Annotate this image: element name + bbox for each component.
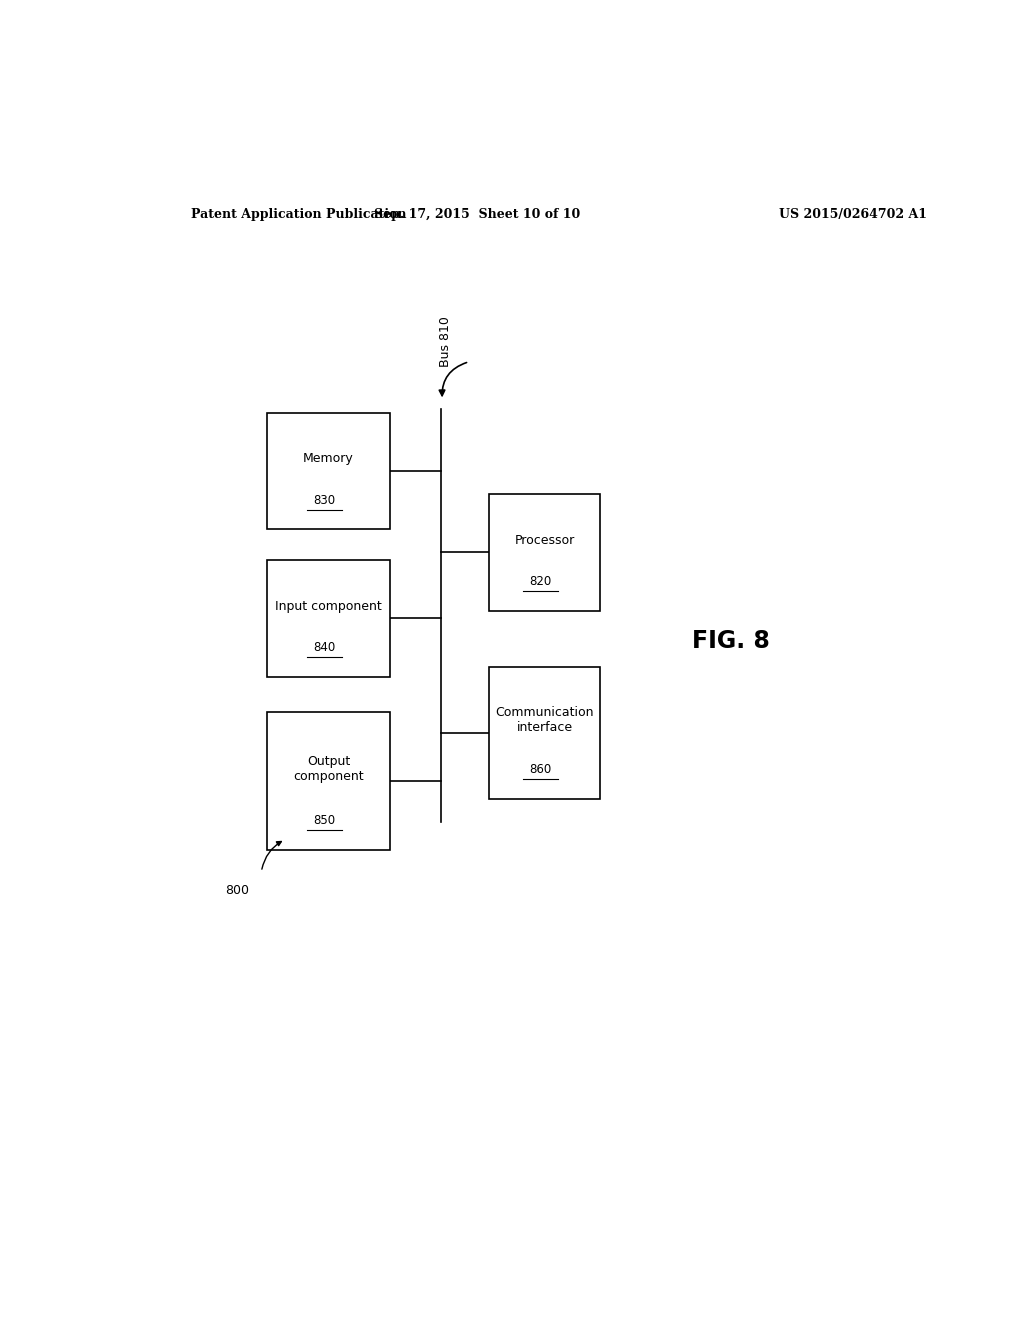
Text: Output
component: Output component [293,755,364,783]
Text: 840: 840 [313,642,336,655]
Text: FIG. 8: FIG. 8 [692,630,770,653]
Text: 860: 860 [529,763,552,776]
FancyBboxPatch shape [267,713,390,850]
Text: 820: 820 [529,576,552,589]
Text: Input component: Input component [275,599,382,612]
Text: 800: 800 [225,883,250,896]
Text: Bus 810: Bus 810 [439,315,452,367]
Text: 850: 850 [313,814,336,828]
FancyBboxPatch shape [489,494,600,611]
Text: Sep. 17, 2015  Sheet 10 of 10: Sep. 17, 2015 Sheet 10 of 10 [374,207,581,220]
Text: Memory: Memory [303,453,353,465]
FancyBboxPatch shape [267,412,390,529]
Text: US 2015/0264702 A1: US 2015/0264702 A1 [778,207,927,220]
Text: Processor: Processor [514,533,574,546]
Text: 830: 830 [313,494,336,507]
Text: Patent Application Publication: Patent Application Publication [191,207,407,220]
Text: Communication
interface: Communication interface [496,706,594,734]
FancyBboxPatch shape [267,560,390,677]
FancyBboxPatch shape [489,667,600,799]
